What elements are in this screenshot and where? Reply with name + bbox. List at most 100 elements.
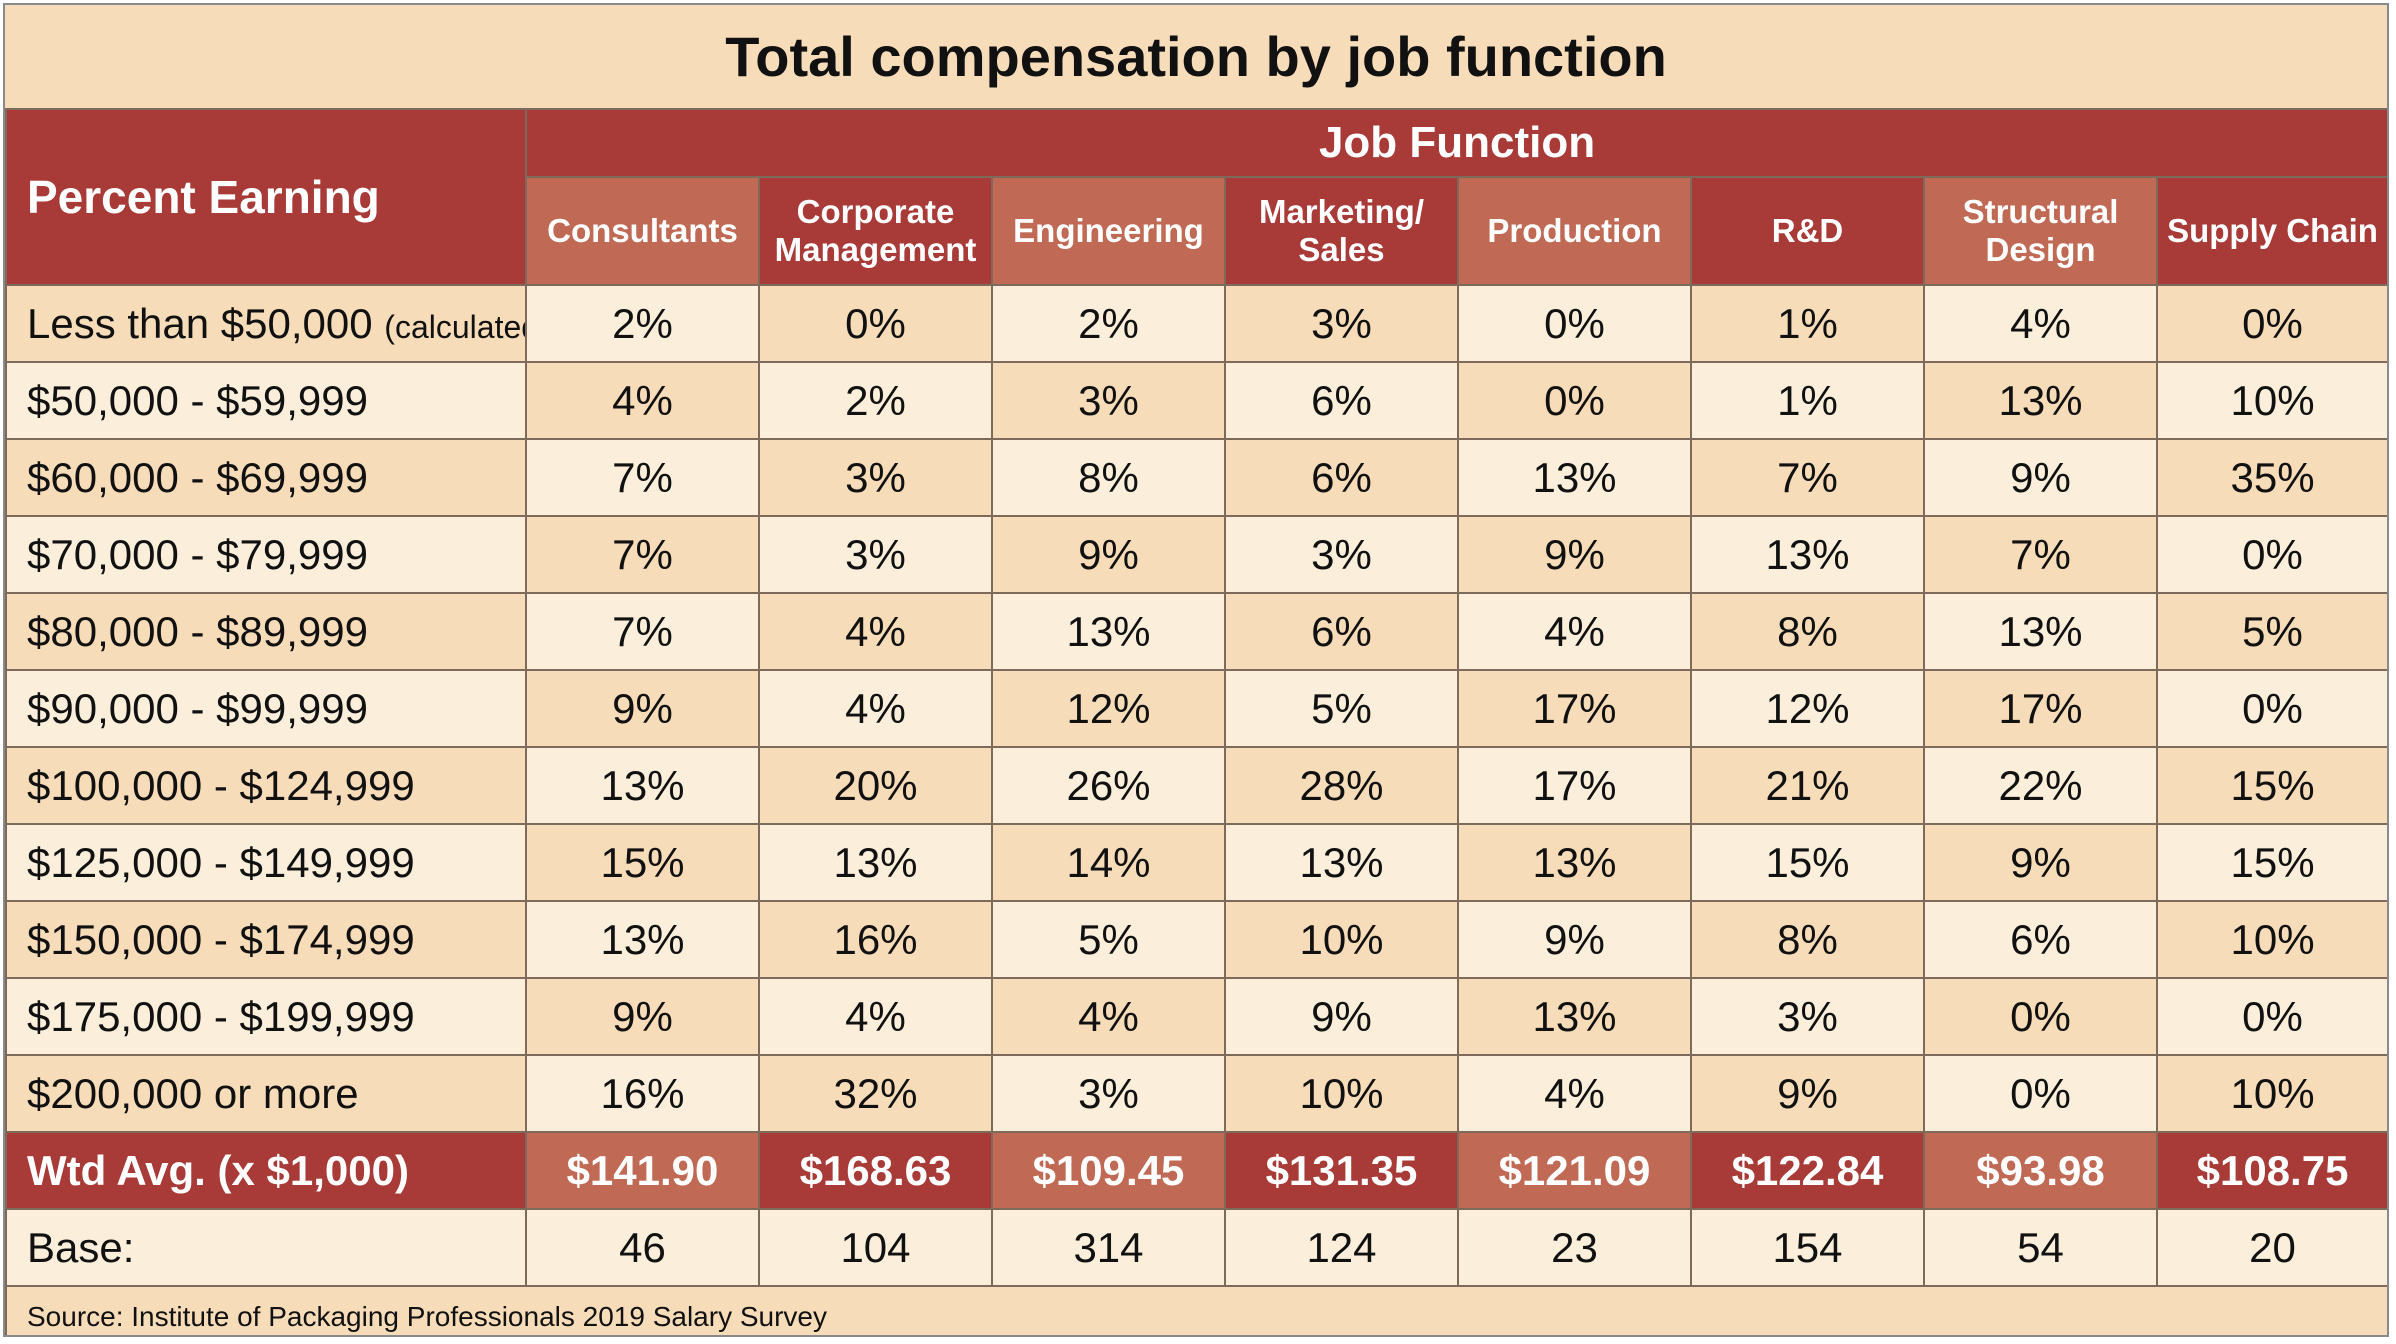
row-label-text: Less than $50,000 [27,299,373,347]
row-label-text: $175,000 - $199,999 [27,992,415,1040]
table-cell: 2% [525,284,760,363]
table-cell: 6% [1923,900,2158,979]
wtd-avg-cell: $141.90 [525,1131,760,1210]
wtd-avg-cell: $109.45 [991,1131,1226,1210]
wtd-avg-cell: $121.09 [1457,1131,1692,1210]
table-cell: 10% [2155,900,2387,979]
table-cell: 5% [2155,592,2387,671]
base-cell: 20 [2155,1208,2387,1287]
column-header: Structural Design [1923,176,2158,286]
row-label-text: $60,000 - $69,999 [27,453,368,501]
table-cell: 13% [1690,515,1925,594]
table-frame: Total compensation by job function Perce… [3,3,2389,1337]
table-cell: 7% [525,515,760,594]
row-label: $150,000 - $174,999 [5,900,527,979]
table-cell: 0% [2155,284,2387,363]
base-cell: 46 [525,1208,760,1287]
table-cell: 9% [1457,515,1692,594]
table-row: $100,000 - $124,999 13% 20% 26% 28% 17% 21% 22%… [5,746,2387,825]
table-cell: 4% [525,361,760,440]
source-row: Source: Institute of Packaging Professio… [5,1285,2387,1335]
table-cell: 9% [525,977,760,1056]
table-cell: 15% [2155,823,2387,902]
column-header: Engineering [991,176,1226,286]
table-cell: 1% [1690,284,1925,363]
table-cell: 28% [1224,746,1459,825]
table-cell: 15% [1690,823,1925,902]
table-cell: 10% [2155,1054,2387,1133]
table-cell: 0% [1457,284,1692,363]
column-header: Marketing/ Sales [1224,176,1459,286]
column-header: R&D [1690,176,1925,286]
base-cell: 54 [1923,1208,2158,1287]
table-cell: 7% [1923,515,2158,594]
table-cell: 3% [1224,515,1459,594]
row-label: $125,000 - $149,999 [5,823,527,902]
row-label-text: $80,000 - $89,999 [27,607,368,655]
table-cell: 13% [991,592,1226,671]
table-cell: 0% [1923,977,2158,1056]
table-cell: 17% [1457,746,1692,825]
table-cell: 17% [1457,669,1692,748]
chart-title: Total compensation by job function [725,25,1667,88]
table-cell: 3% [1224,284,1459,363]
row-label: $100,000 - $124,999 [5,746,527,825]
base-label: Base: [5,1208,527,1287]
wtd-avg-cell: $122.84 [1690,1131,1925,1210]
table-cell: 4% [991,977,1226,1056]
base-cell: 23 [1457,1208,1692,1287]
table-cell: 7% [1690,438,1925,517]
row-label: $90,000 - $99,999 [5,669,527,748]
table-cell: 4% [758,977,993,1056]
table-cell: 21% [1690,746,1925,825]
table-cell: 0% [2155,515,2387,594]
table-cell: 10% [2155,361,2387,440]
table-cell: 15% [525,823,760,902]
table-cell: 13% [1923,361,2158,440]
table-row: $175,000 - $199,999 9% 4% 4% 9% 13% 3% 0% 0% [5,977,2387,1056]
row-label: $70,000 - $79,999 [5,515,527,594]
wtd-avg-cell: $168.63 [758,1131,993,1210]
table-row: $200,000 or more 16% 32% 3% 10% 4% 9% 0% 10% [5,1054,2387,1133]
table-cell: 14% [991,823,1226,902]
base-row: Base: 46 104 314 124 23 154 54 20 [5,1208,2387,1287]
table-cell: 3% [758,515,993,594]
table-cell: 0% [2155,669,2387,748]
row-label-text: $50,000 - $59,999 [27,376,368,424]
table-cell: 6% [1224,438,1459,517]
row-label-text: $125,000 - $149,999 [27,838,415,886]
table-cell: 17% [1923,669,2158,748]
table-row: $150,000 - $174,999 13% 16% 5% 10% 9% 8% 6% 10% [5,900,2387,979]
source-note: Source: Institute of Packaging Professio… [5,1285,2387,1335]
column-header: Consultants [525,176,760,286]
base-cell: 154 [1690,1208,1925,1287]
row-label-note: (calculated) [384,308,524,345]
table-cell: 13% [525,900,760,979]
table-cell: 3% [991,1054,1226,1133]
table-cell: 0% [2155,977,2387,1056]
wtd-avg-cell: $93.98 [1923,1131,2158,1210]
table-row: $60,000 - $69,999 7% 3% 8% 6% 13% 7% 9% 35% [5,438,2387,517]
compensation-table: Percent Earning Job Function Consultants… [5,108,2387,1335]
row-label: $200,000 or more [5,1054,527,1133]
table-cell: 4% [1457,1054,1692,1133]
row-label: $80,000 - $89,999 [5,592,527,671]
row-label: $175,000 - $199,999 [5,977,527,1056]
row-label-text: $90,000 - $99,999 [27,684,368,732]
table-cell: 13% [1457,823,1692,902]
table-cell: 9% [1457,900,1692,979]
base-cell: 124 [1224,1208,1459,1287]
table-cell: 0% [1457,361,1692,440]
table-cell: 1% [1690,361,1925,440]
wtd-avg-cell: $108.75 [2155,1131,2387,1210]
row-label: Less than $50,000 (calculated) [5,284,527,363]
row-label-text: $70,000 - $79,999 [27,530,368,578]
table-cell: 13% [1923,592,2158,671]
table-cell: 3% [1690,977,1925,1056]
row-label: $60,000 - $69,999 [5,438,527,517]
base-cell: 314 [991,1208,1226,1287]
table-row: $125,000 - $149,999 15% 13% 14% 13% 13% 15% 9% 1… [5,823,2387,902]
table-cell: 9% [525,669,760,748]
table-row: $90,000 - $99,999 9% 4% 12% 5% 17% 12% 17% 0% [5,669,2387,748]
column-header: Supply Chain [2155,176,2387,286]
